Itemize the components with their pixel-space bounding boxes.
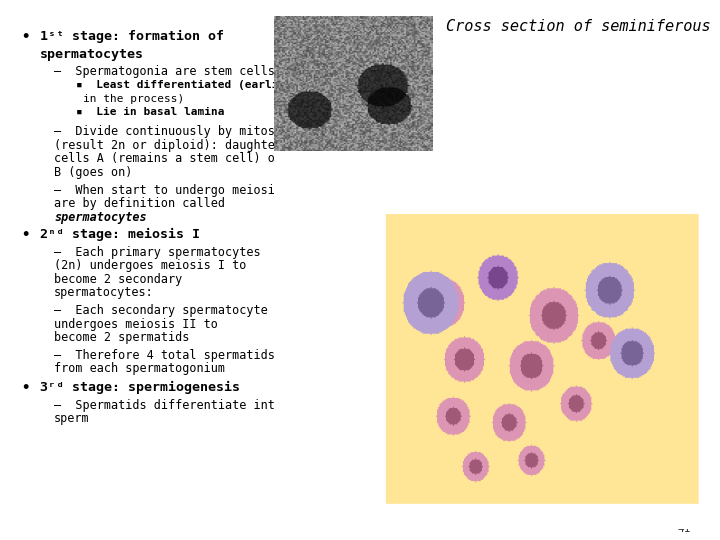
Text: spermatocytes: spermatocytes	[40, 48, 143, 60]
Text: •: •	[22, 30, 30, 44]
Text: ▪  Least differentiated (earliest: ▪ Least differentiated (earliest	[76, 80, 298, 91]
Text: (2n) undergoes meiosis I to: (2n) undergoes meiosis I to	[54, 259, 246, 272]
Text: –  Each secondary spermatocyte: – Each secondary spermatocyte	[54, 304, 268, 317]
Text: cells A (remains a stem cell) or: cells A (remains a stem cell) or	[54, 152, 282, 165]
Text: (result 2n or diploid): daughter: (result 2n or diploid): daughter	[54, 139, 282, 152]
Text: become 2 secondary: become 2 secondary	[54, 273, 182, 286]
Text: sperm: sperm	[54, 412, 89, 425]
Text: 2ⁿᵈ stage: meiosis I: 2ⁿᵈ stage: meiosis I	[40, 228, 199, 241]
Text: –  Therefore 4 total spermatids: – Therefore 4 total spermatids	[54, 349, 275, 362]
Text: are by definition called: are by definition called	[54, 197, 225, 210]
Text: in the process): in the process)	[83, 94, 184, 104]
Text: –  When start to undergo meiosis: – When start to undergo meiosis	[54, 184, 282, 197]
Text: from each spermatogonium: from each spermatogonium	[54, 362, 225, 375]
Text: –  Divide continuously by mitosis: – Divide continuously by mitosis	[54, 125, 289, 138]
Text: 1ˢᵗ stage: formation of: 1ˢᵗ stage: formation of	[40, 30, 224, 43]
Text: ▪  Lie in basal lamina: ▪ Lie in basal lamina	[76, 107, 224, 118]
Text: •: •	[22, 381, 30, 395]
Text: –  Spermatogonia are stem cells: – Spermatogonia are stem cells	[54, 65, 275, 78]
Text: spermatocytes: spermatocytes	[54, 211, 147, 224]
Text: –  Each primary spermatocytes: – Each primary spermatocytes	[54, 246, 261, 259]
Text: –  Spermatids differentiate into: – Spermatids differentiate into	[54, 399, 282, 411]
Text: 41: 41	[678, 523, 691, 534]
Text: •: •	[22, 228, 30, 242]
Text: undergoes meiosis II to: undergoes meiosis II to	[54, 318, 218, 330]
Text: become 2 spermatids: become 2 spermatids	[54, 331, 189, 344]
Text: B (goes on): B (goes on)	[54, 166, 132, 179]
Text: spermatocytes:: spermatocytes:	[54, 286, 154, 299]
Text: 3ʳᵈ stage: spermiogenesis: 3ʳᵈ stage: spermiogenesis	[40, 381, 240, 394]
Text: Cross section of seminiferous tubule: Cross section of seminiferous tubule	[446, 19, 720, 34]
